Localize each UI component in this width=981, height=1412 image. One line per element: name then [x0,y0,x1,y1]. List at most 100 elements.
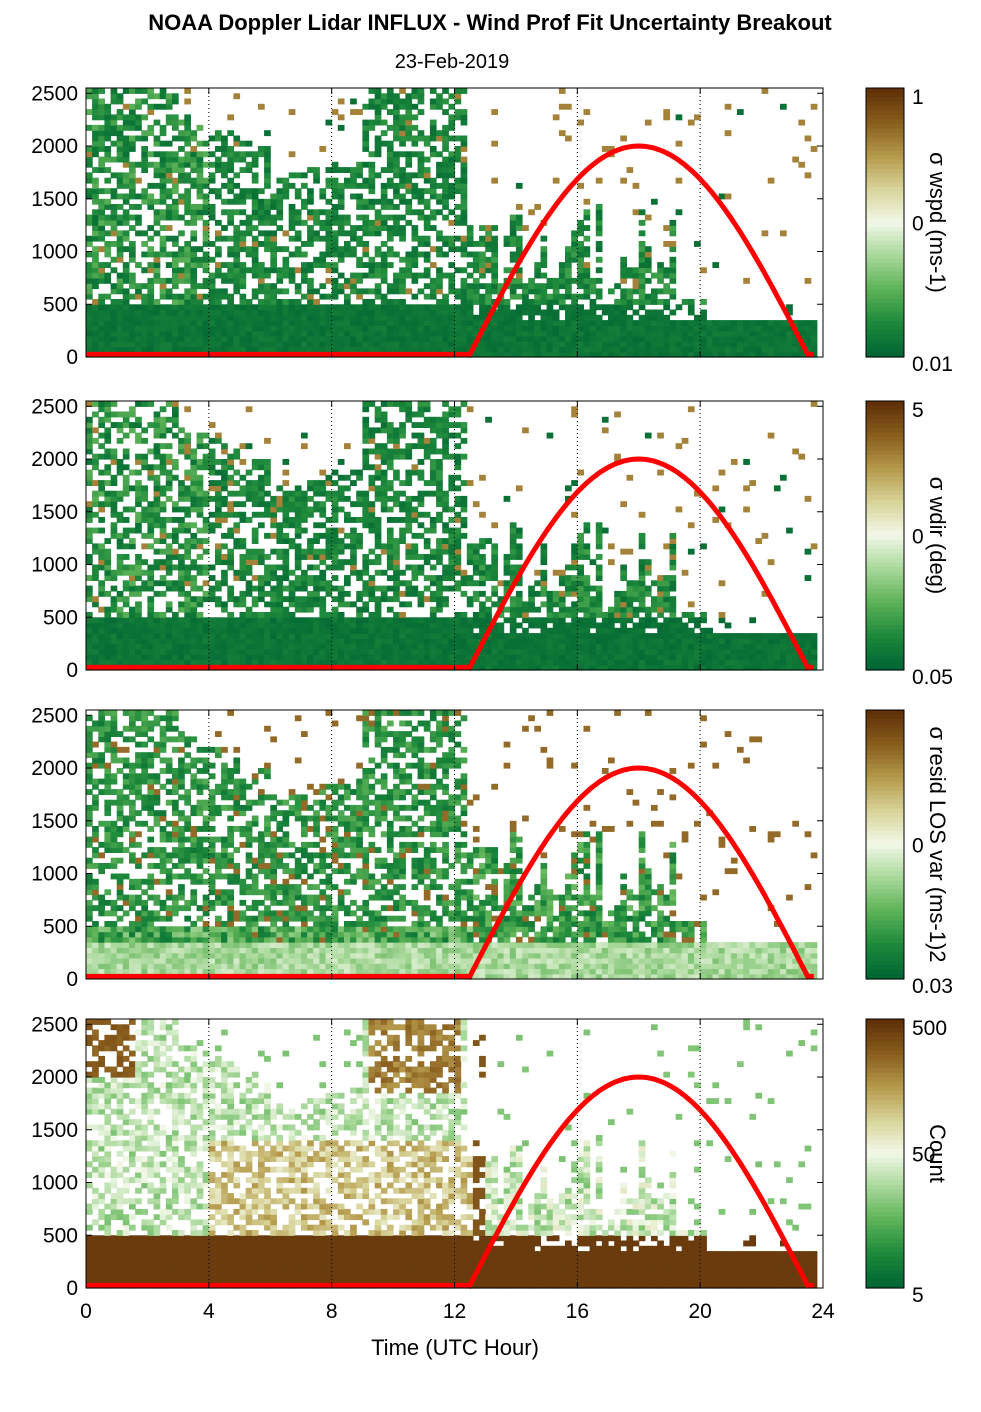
heatmap-cell [417,590,425,597]
heatmap-cell [147,580,155,587]
heatmap-cell [208,453,216,460]
heatmap-cell [190,335,198,342]
heatmap-cell [165,643,173,650]
heatmap-cell [184,437,191,444]
heatmap-cell [509,325,517,332]
heatmap-cell [386,146,394,152]
heatmap-cell [423,448,431,455]
heatmap-cell [393,320,400,326]
heatmap-cell [190,277,198,284]
heatmap-cell [184,564,191,571]
heatmap-cell [288,225,296,231]
heatmap-cell [196,437,204,444]
heatmap-cell [178,309,185,316]
heatmap-cell [399,659,406,666]
heatmap-cell [417,241,425,247]
heatmap-cell [454,443,462,450]
heatmap-cell [331,288,339,295]
heatmap-cell [245,304,253,311]
heatmap-cell [307,241,314,247]
heatmap-cell [227,320,234,326]
heatmap-cell [479,241,486,247]
heatmap-cell [227,293,234,300]
heatmap-cell [135,230,142,237]
heatmap-cell [448,474,456,481]
heatmap-cell [135,325,142,332]
heatmap-cell [239,283,247,290]
heatmap-cell [694,314,701,321]
heatmap-cell [362,314,370,321]
heatmap-cell [227,177,234,184]
heatmap-cell [528,346,535,353]
heatmap-cell [178,427,185,434]
heatmap-cell [718,346,726,353]
heatmap-cell [141,633,148,639]
heatmap-cell [331,209,339,216]
heatmap-cell [491,309,498,316]
heatmap-cell [233,330,241,337]
heatmap-cell [804,135,812,142]
heatmap-cell [620,293,627,300]
heatmap-cell [319,606,327,613]
heatmap-cell [270,601,277,608]
heatmap-cell [368,401,376,407]
heatmap-cell [245,406,253,413]
heatmap-cell [540,288,548,295]
heatmap-cell [135,416,142,423]
heatmap-cell [196,304,204,311]
heatmap-cell [374,638,382,645]
heatmap-cell [436,580,443,587]
heatmap-cell [583,335,591,342]
heatmap-cell [178,480,185,486]
heatmap-cell [417,569,425,576]
heatmap-cell [258,314,265,321]
heatmap-cell [442,156,449,163]
heatmap-cell [313,325,320,332]
heatmap-cell [509,293,517,300]
heatmap-cell [534,267,541,274]
heatmap-cell [436,575,443,581]
heatmap-cell [417,411,425,418]
heatmap-cell [472,569,480,576]
heatmap-cell [122,532,130,539]
heatmap-cell [116,341,124,348]
heatmap-cell [565,330,572,337]
heatmap-cell [540,262,548,268]
heatmap-cell [356,262,363,268]
heatmap-cell [436,490,443,497]
heatmap-cell [411,622,419,629]
heatmap-cell [258,325,265,332]
heatmap-cell [98,135,105,142]
heatmap-cell [86,288,93,295]
heatmap-cell [491,288,498,295]
heatmap-cell [429,214,437,221]
heatmap-cell [147,151,155,158]
heatmap-cell [190,309,198,316]
heatmap-cell [380,119,388,126]
heatmap-cell [362,230,370,237]
heatmap-cell [411,272,419,279]
heatmap-cell [202,277,210,284]
heatmap-cell [595,267,603,274]
heatmap-cell [405,156,413,163]
heatmap-cell [448,506,456,513]
heatmap-cell [337,612,345,618]
heatmap-cell [215,495,222,502]
heatmap-cell [405,648,413,655]
heatmap-cell [694,325,701,332]
heatmap-cell [386,283,394,290]
heatmap-cell [614,309,621,316]
heatmap-cell [442,443,449,450]
heatmap-cell [258,580,265,587]
heatmap-cell [344,580,351,587]
heatmap-cell [153,659,161,666]
heatmap-cell [595,304,603,311]
heatmap-cell [810,341,818,348]
heatmap-cell [509,335,517,342]
heatmap-cell [122,114,130,121]
heatmap-cell [436,485,443,492]
heatmap-cell [749,346,756,353]
heatmap-cell [657,309,664,316]
heatmap-cell [165,119,173,126]
heatmap-cell [129,506,136,513]
